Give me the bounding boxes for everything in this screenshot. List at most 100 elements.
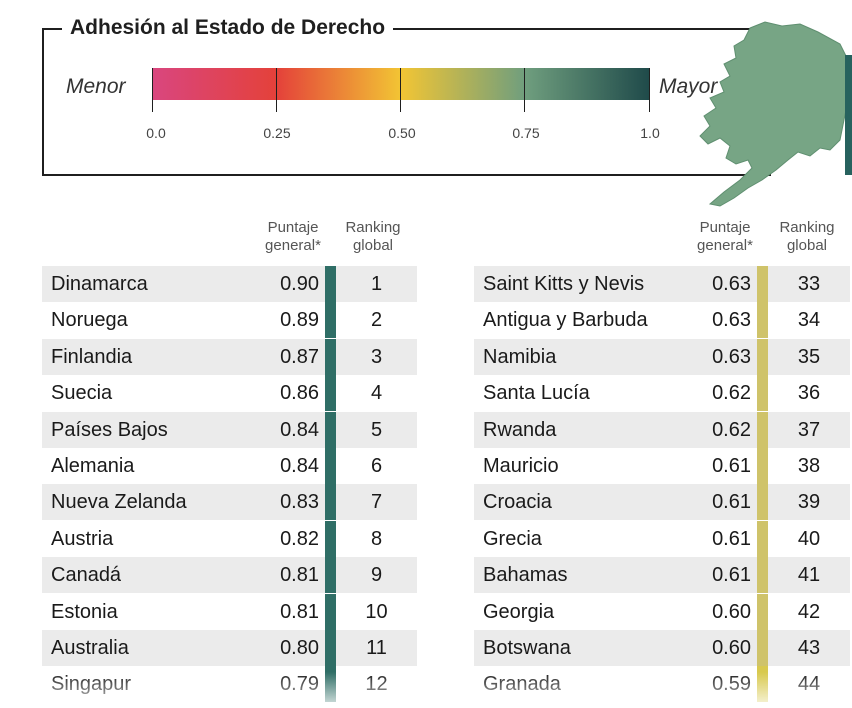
legend-tick-label: 0.75 — [512, 125, 540, 141]
rank-value: 1 — [336, 266, 417, 302]
score-color-strip — [757, 375, 768, 412]
score-color-strip — [757, 630, 768, 666]
country-name: Grecia — [483, 527, 542, 550]
score-value: 0.81 — [280, 600, 319, 623]
score-value: 0.60 — [674, 630, 757, 666]
score-value: 0.83 — [242, 484, 325, 521]
legend-tick-label: 0.25 — [263, 125, 291, 141]
country-name: Mauricio — [483, 455, 559, 477]
score-value: 0.63 — [674, 266, 757, 302]
score-color-strip — [325, 448, 336, 484]
header-line: global — [352, 237, 394, 254]
country-name: Croacia — [474, 484, 674, 521]
score-value: 0.61 — [674, 484, 757, 521]
score-color-strip — [757, 411, 768, 448]
map-edge-strip — [845, 55, 852, 175]
rank-value: 4 — [370, 382, 383, 405]
score-value: 0.87 — [242, 338, 325, 375]
country-name: Noruega — [51, 309, 128, 332]
score-value: 0.61 — [674, 557, 757, 594]
legend-tick — [152, 68, 153, 112]
country-name: Nueva Zelanda — [42, 484, 242, 521]
rank-value: 39 — [768, 484, 850, 521]
rank-value: 34 — [797, 309, 821, 332]
country-name: Australia — [42, 630, 242, 666]
country-name: Botswana — [474, 630, 674, 666]
score-color-strip — [757, 266, 768, 302]
score-value: 0.86 — [280, 382, 319, 405]
rank-value: 37 — [768, 411, 850, 448]
country-name: Antigua y Barbuda — [483, 309, 648, 332]
rank-value: 35 — [768, 338, 850, 375]
legend-tick — [276, 68, 277, 112]
header-line: general* — [265, 237, 321, 254]
country-name: Namibia — [474, 338, 674, 375]
header-line: global — [786, 237, 828, 254]
score-value: 0.62 — [712, 382, 751, 405]
rank-value: 33 — [768, 266, 850, 302]
header-line: general* — [697, 237, 753, 254]
rank-value: 42 — [797, 600, 821, 623]
legend-tick — [400, 68, 401, 112]
rank-value: 7 — [336, 484, 417, 521]
left-score-header: Puntaje general* — [258, 219, 328, 255]
country-name: Georgia — [483, 600, 555, 623]
legend-high-label: Mayor — [659, 75, 718, 98]
bottom-fade — [0, 672, 852, 708]
rank-value: 2 — [370, 309, 383, 332]
legend-tick-label: 0.50 — [388, 125, 416, 141]
rank-value: 9 — [336, 557, 417, 594]
rank-value: 10 — [365, 600, 388, 623]
legend-tick-label: 1.0 — [640, 125, 660, 141]
country-name: Canadá — [42, 557, 242, 594]
score-color-strip — [325, 593, 336, 630]
header-line: Ranking — [345, 219, 401, 236]
score-color-strip — [757, 484, 768, 521]
country-name: Santa Lucía — [483, 382, 590, 405]
score-value: 0.63 — [712, 309, 751, 332]
score-color-strip — [757, 338, 768, 375]
right-score-header: Puntaje general* — [690, 219, 760, 255]
rank-value: 8 — [370, 527, 383, 550]
score-color-strip — [757, 593, 768, 630]
legend-tick — [524, 68, 525, 112]
score-color-strip — [325, 484, 336, 521]
legend-tick-label: 0.0 — [146, 125, 166, 141]
legend-title: Adhesión al Estado de Derecho — [62, 14, 394, 42]
country-name: Suecia — [51, 382, 113, 405]
country-name: Países Bajos — [42, 411, 242, 448]
rank-value: 11 — [336, 630, 417, 666]
score-value: 0.80 — [242, 630, 325, 666]
score-value: 0.89 — [280, 309, 319, 332]
country-name: Dinamarca — [42, 266, 242, 302]
alaska-map-shape — [699, 21, 849, 207]
rank-value: 43 — [768, 630, 850, 666]
rank-value: 6 — [370, 455, 383, 477]
left-rank-header: Ranking global — [336, 219, 410, 255]
score-value: 0.81 — [242, 557, 325, 594]
score-value: 0.84 — [280, 455, 319, 477]
score-color-strip — [325, 630, 336, 666]
score-color-strip — [325, 338, 336, 375]
score-value: 0.63 — [674, 338, 757, 375]
score-color-strip — [325, 411, 336, 448]
rank-value: 41 — [768, 557, 850, 594]
score-color-strip — [757, 557, 768, 594]
score-color-strip — [757, 448, 768, 484]
country-name: Rwanda — [474, 411, 674, 448]
score-value: 0.61 — [712, 527, 751, 550]
score-color-strip — [325, 266, 336, 302]
header-line: Puntaje — [699, 219, 751, 236]
score-value: 0.90 — [242, 266, 325, 302]
header-line: Puntaje — [267, 219, 319, 236]
rank-value: 5 — [336, 411, 417, 448]
score-color-strip — [325, 302, 336, 339]
legend-gradient-bar — [152, 68, 650, 100]
score-value: 0.62 — [674, 411, 757, 448]
score-color-strip — [325, 375, 336, 412]
score-color-strip — [757, 302, 768, 339]
score-color-strip — [325, 557, 336, 594]
right-rank-header: Ranking global — [770, 219, 844, 255]
country-name: Finlandia — [42, 338, 242, 375]
header-line: Ranking — [779, 219, 835, 236]
